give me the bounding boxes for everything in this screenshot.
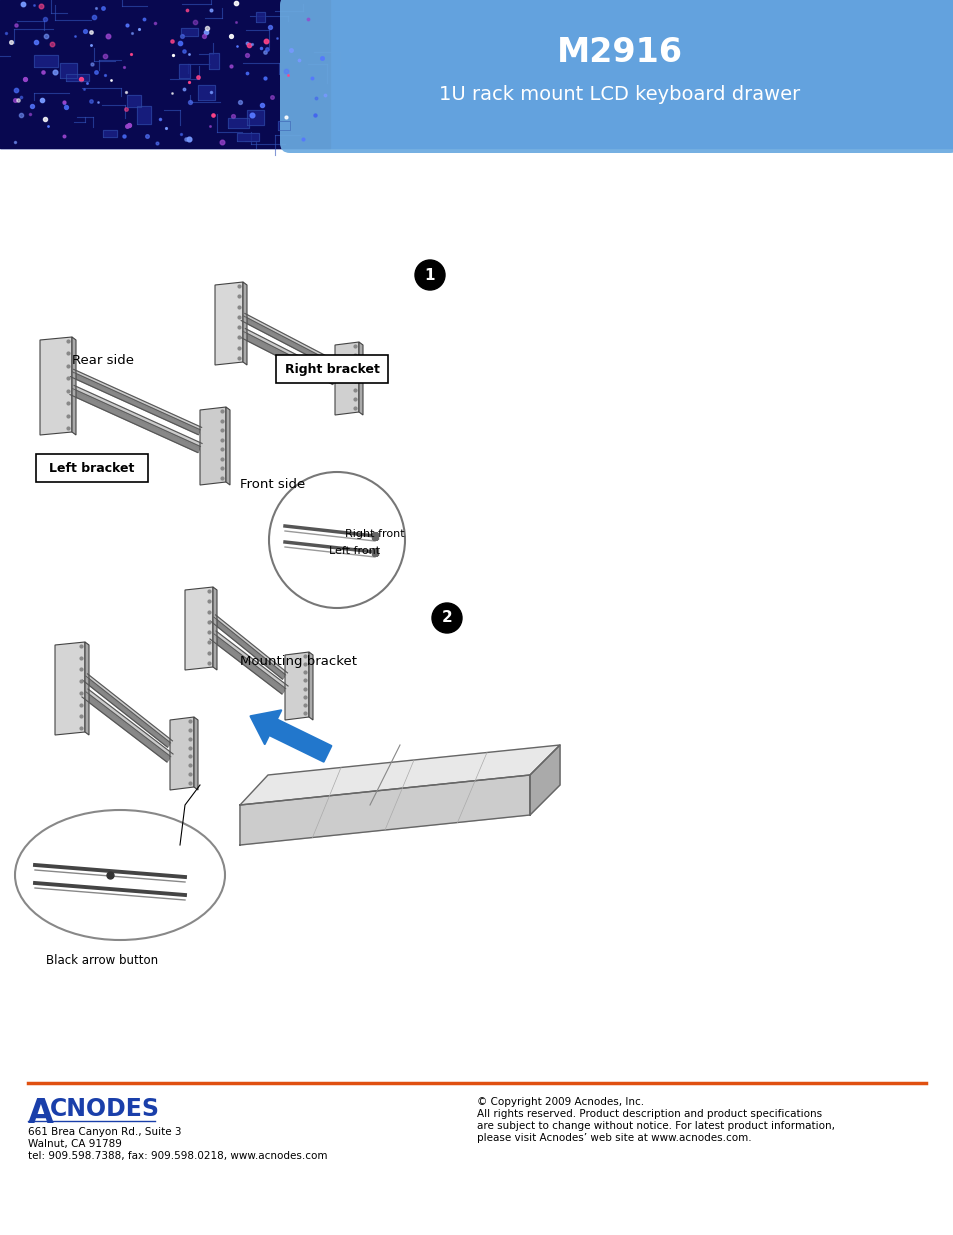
Polygon shape (243, 314, 336, 364)
Polygon shape (211, 618, 286, 679)
Polygon shape (213, 615, 287, 676)
Bar (33, 54, 58, 68)
Polygon shape (241, 316, 335, 368)
Polygon shape (71, 372, 200, 435)
FancyBboxPatch shape (275, 354, 388, 383)
Bar (0, 0, 330, 148)
Text: Mounting bracket: Mounting bracket (240, 655, 356, 667)
Polygon shape (358, 342, 363, 415)
Bar (179, 64, 190, 78)
Circle shape (415, 261, 444, 290)
Polygon shape (335, 342, 358, 415)
Polygon shape (185, 587, 213, 671)
Text: Front side: Front side (240, 478, 305, 492)
Bar (66, 74, 90, 80)
Text: are subject to change without notice. For latest product information,: are subject to change without notice. Fo… (476, 1121, 834, 1131)
Polygon shape (170, 718, 193, 790)
Text: 1U rack mount LCD keyboard drawer: 1U rack mount LCD keyboard drawer (439, 85, 800, 105)
Polygon shape (285, 652, 309, 720)
Bar (181, 28, 198, 36)
Polygon shape (193, 718, 198, 790)
Polygon shape (200, 408, 226, 485)
Polygon shape (86, 674, 172, 743)
Text: Black arrow button: Black arrow button (46, 953, 158, 967)
Text: Right front: Right front (345, 529, 404, 538)
Bar (209, 53, 219, 69)
Text: tel: 909.598.7388, fax: 909.598.0218, www.acnodes.com: tel: 909.598.7388, fax: 909.598.0218, ww… (28, 1151, 327, 1161)
Bar (256, 12, 265, 22)
Bar (137, 106, 151, 125)
Bar (277, 121, 290, 130)
Text: please visit Acnodes’ web site at www.acnodes.com.: please visit Acnodes’ web site at www.ac… (476, 1132, 751, 1144)
Text: Right bracket: Right bracket (284, 363, 379, 375)
Polygon shape (72, 369, 201, 430)
Polygon shape (213, 631, 288, 689)
Text: A: A (28, 1097, 53, 1130)
Polygon shape (70, 389, 200, 452)
Polygon shape (85, 642, 89, 735)
Ellipse shape (15, 810, 225, 940)
FancyBboxPatch shape (36, 454, 148, 482)
Text: CNODES: CNODES (50, 1097, 160, 1121)
Bar (0, 0, 953, 148)
Text: 661 Brea Canyon Rd., Suite 3: 661 Brea Canyon Rd., Suite 3 (28, 1128, 181, 1137)
Text: Left bracket: Left bracket (50, 462, 134, 474)
Bar (236, 133, 259, 141)
Polygon shape (240, 776, 530, 845)
Polygon shape (40, 337, 71, 435)
Polygon shape (213, 587, 216, 671)
Polygon shape (243, 329, 337, 379)
Text: Rear side: Rear side (71, 353, 133, 367)
Text: © Copyright 2009 Acnodes, Inc.: © Copyright 2009 Acnodes, Inc. (476, 1097, 643, 1107)
Bar (197, 85, 215, 100)
Polygon shape (55, 642, 85, 735)
Circle shape (432, 603, 461, 634)
Polygon shape (240, 745, 559, 805)
Polygon shape (72, 385, 202, 447)
Bar (60, 63, 76, 78)
Text: Left front: Left front (329, 546, 379, 556)
Bar (103, 130, 117, 137)
Circle shape (269, 472, 405, 608)
Polygon shape (71, 337, 76, 435)
Bar (247, 110, 264, 125)
FancyBboxPatch shape (280, 0, 953, 153)
Text: 2: 2 (441, 610, 452, 625)
Text: 1: 1 (424, 268, 435, 283)
Polygon shape (530, 745, 559, 815)
Polygon shape (82, 692, 171, 762)
Polygon shape (83, 676, 171, 747)
Polygon shape (210, 634, 286, 694)
Bar (127, 95, 141, 107)
Text: All rights reserved. Product description and product specifications: All rights reserved. Product description… (476, 1109, 821, 1119)
Polygon shape (309, 652, 313, 720)
Polygon shape (226, 408, 230, 485)
Polygon shape (240, 332, 335, 384)
Bar (228, 117, 249, 127)
Text: Walnut, CA 91789: Walnut, CA 91789 (28, 1139, 122, 1149)
Text: M2916: M2916 (557, 36, 682, 68)
Polygon shape (86, 689, 172, 757)
Polygon shape (214, 282, 243, 366)
Polygon shape (243, 282, 247, 366)
